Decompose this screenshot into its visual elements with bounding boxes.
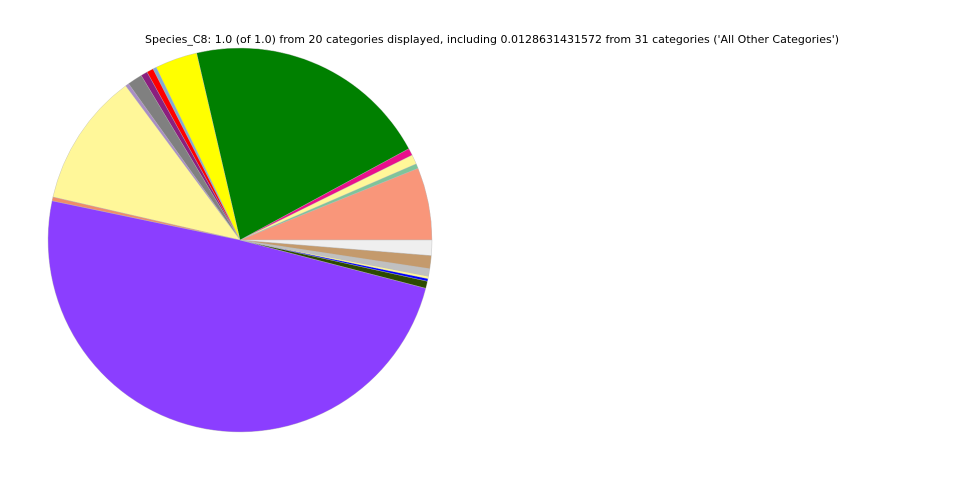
pie-slice-20 [239,239,433,256]
pie-slice-12 [52,85,241,241]
pie-slice-14 [47,200,427,433]
pie-slice-5 [196,47,410,241]
chart-title: Species_C8: 1.0 (of 1.0) from 20 categor… [144,33,840,46]
